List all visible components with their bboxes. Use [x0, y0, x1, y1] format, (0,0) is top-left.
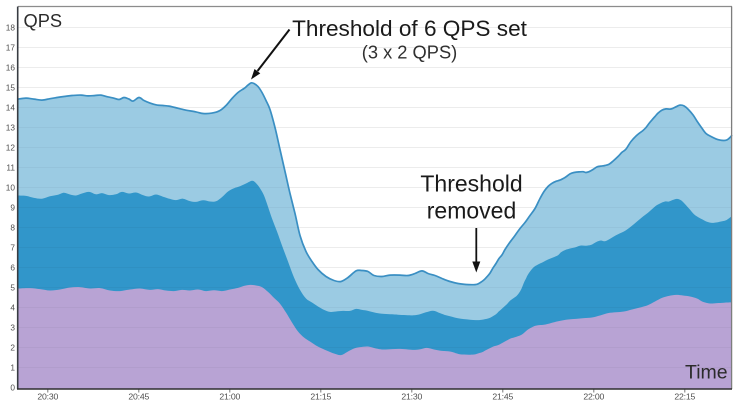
svg-text:3: 3: [10, 322, 15, 332]
svg-text:12: 12: [6, 142, 16, 152]
svg-text:2: 2: [10, 342, 15, 352]
svg-text:8: 8: [10, 222, 15, 232]
svg-text:21:30: 21:30: [401, 392, 422, 402]
svg-text:22:15: 22:15: [674, 392, 695, 402]
svg-text:0: 0: [10, 382, 15, 392]
svg-text:20:30: 20:30: [37, 392, 58, 402]
svg-text:15: 15: [6, 82, 16, 92]
svg-text:18: 18: [6, 22, 16, 32]
svg-text:22:00: 22:00: [583, 392, 604, 402]
svg-text:17: 17: [6, 42, 16, 52]
svg-text:removed: removed: [427, 198, 516, 224]
svg-text:16: 16: [6, 62, 16, 72]
svg-text:Threshold of 6 QPS set: Threshold of 6 QPS set: [292, 16, 528, 41]
svg-text:Time: Time: [685, 361, 728, 383]
svg-text:6: 6: [10, 262, 15, 272]
svg-text:9: 9: [10, 202, 15, 212]
svg-text:21:45: 21:45: [492, 392, 513, 402]
svg-text:(3 x 2 QPS): (3 x 2 QPS): [362, 41, 458, 62]
svg-text:13: 13: [6, 122, 16, 132]
svg-text:11: 11: [6, 162, 15, 172]
svg-text:5: 5: [10, 282, 15, 292]
svg-text:14: 14: [6, 102, 16, 112]
svg-text:4: 4: [10, 302, 15, 312]
svg-text:7: 7: [10, 242, 15, 252]
svg-text:Threshold: Threshold: [420, 171, 522, 197]
svg-text:21:15: 21:15: [310, 392, 331, 402]
svg-text:20:45: 20:45: [128, 392, 149, 402]
svg-text:1: 1: [10, 362, 15, 372]
svg-text:21:00: 21:00: [219, 392, 240, 402]
svg-text:10: 10: [6, 182, 16, 192]
svg-text:QPS: QPS: [24, 10, 63, 31]
